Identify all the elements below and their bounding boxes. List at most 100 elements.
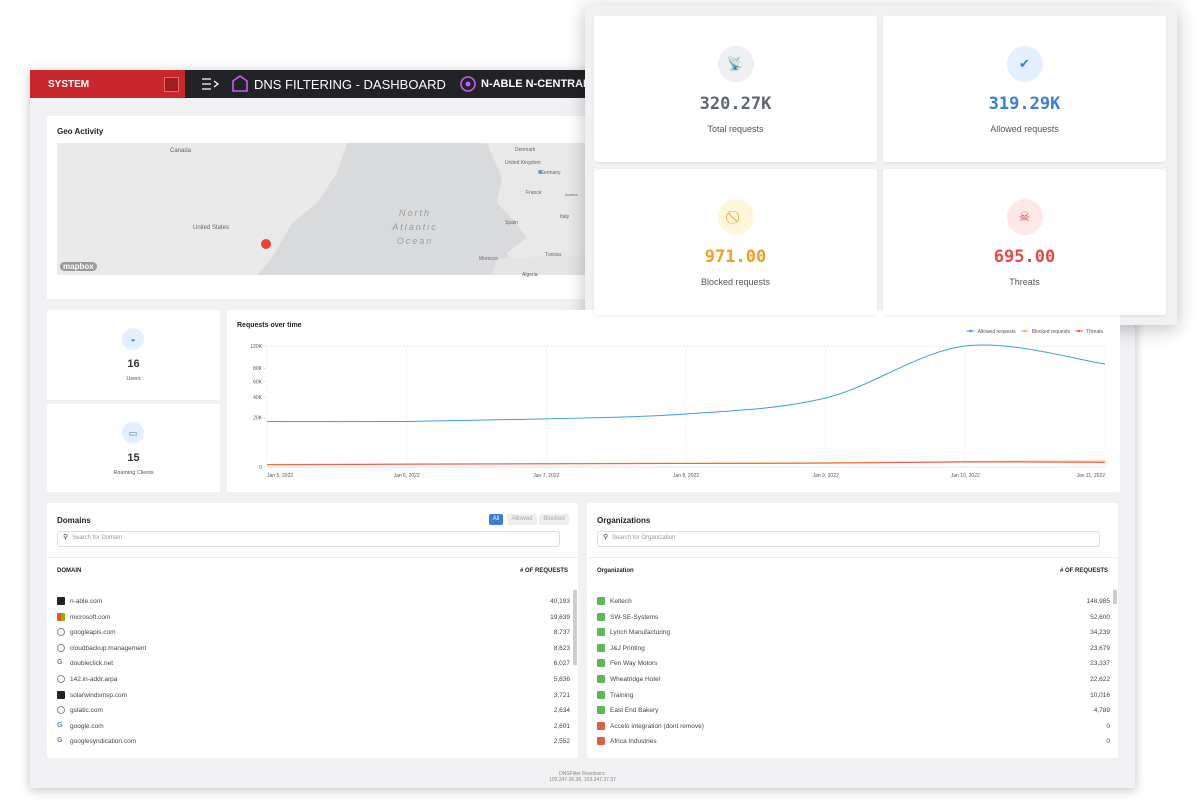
row-name[interactable]: Accelo integration (dont remove) (610, 722, 704, 730)
row-name[interactable]: googlesyndication.com (70, 738, 137, 746)
row-icon (597, 628, 605, 637)
system-label[interactable]: SYSTEM (48, 79, 90, 90)
stat-label: Blocked requests (700, 277, 771, 287)
map-label: Denmark (515, 147, 536, 153)
search-placeholder[interactable]: Search for Domain (72, 535, 123, 541)
row-icon: G (57, 721, 65, 730)
row-name[interactable]: doubleclick.net (70, 660, 113, 668)
row-count: 22,622 (1090, 676, 1110, 683)
search-box[interactable] (597, 531, 1100, 547)
system-menu[interactable] (30, 70, 185, 98)
row-name[interactable]: Fen Way Motors (610, 660, 658, 668)
stat-card: ☠ 695.00 Threats (883, 169, 1166, 315)
row-icon (57, 643, 65, 652)
footer: DNSFilter Resolvers: 103.247.36.36, 103.… (0, 771, 1165, 783)
row-name[interactable]: SW-SE-Systems (610, 613, 659, 621)
map-label: United States (193, 225, 230, 231)
stat-label: Allowed requests (990, 124, 1059, 134)
row-name[interactable]: cloudbackup.management (70, 644, 147, 652)
row-name[interactable]: Wheatridge Hotel (610, 676, 661, 683)
column-header: # OF REQUESTS (1059, 568, 1108, 574)
row-count: 40,193 (550, 598, 570, 605)
row-name[interactable]: solarwindsmsp.com (70, 691, 128, 699)
product-name[interactable]: N-ABLE N-CENTRAL (481, 78, 590, 90)
stat-value: 320.27K (699, 94, 772, 114)
row-icon (597, 721, 605, 730)
menu-toggle[interactable] (200, 76, 222, 92)
search-icon: ⚲ (603, 534, 609, 541)
row-name[interactable]: Keltech (610, 598, 632, 605)
row-count: 6,027 (553, 660, 570, 668)
scrollbar (573, 590, 577, 665)
stat-icon: 📡 (717, 46, 754, 82)
row-name[interactable]: google.com (70, 722, 104, 730)
map-label: France (526, 190, 542, 196)
organizations-title: Organizations (597, 516, 651, 525)
client-icon: ▭ (122, 422, 144, 444)
row-count: 34,239 (1090, 629, 1110, 637)
filter-button[interactable]: Allowed (507, 514, 537, 525)
domains-title: Domains (57, 516, 91, 525)
row-name[interactable]: Lynch Manufacturing (610, 629, 671, 637)
row-name[interactable]: J&J Printing (610, 644, 645, 652)
map-label: Algeria (522, 272, 538, 278)
row-count: 10,016 (1090, 691, 1110, 699)
row-name[interactable]: 142.in-addr.arpa (70, 676, 118, 683)
stat-icon: ☠ (1006, 199, 1043, 235)
roaming-card (47, 404, 220, 492)
client-label: Roaming Clients (113, 470, 154, 476)
search-box[interactable] (57, 531, 560, 547)
chart-panel (227, 310, 1120, 492)
stat-label: Total requests (707, 124, 764, 134)
row-name[interactable]: gstatic.com (70, 707, 103, 715)
row-count: 2,634 (553, 707, 570, 715)
filter-button[interactable]: Blocked (539, 514, 569, 525)
users-card (47, 310, 220, 400)
map-label: Spain (505, 220, 518, 226)
row-icon (597, 690, 605, 699)
row-name[interactable]: microsoft.com (70, 613, 111, 621)
client-label: Users (126, 376, 141, 382)
stat-icon: ✔ (1006, 46, 1043, 82)
map-label: Tunisia (545, 252, 561, 258)
row-icon (597, 643, 605, 652)
organizations-panel (587, 503, 1118, 758)
search-placeholder[interactable]: Search for Organization (612, 535, 676, 541)
row-count: 8,623 (553, 644, 570, 652)
footer-addresses: 103.247.36.36, 103.247.37.37 (549, 777, 616, 783)
row-count: 5,836 (553, 676, 570, 683)
row-count: 0 (1106, 738, 1110, 746)
system-dropdown[interactable] (164, 77, 179, 92)
row-count: 23,337 (1090, 660, 1110, 668)
row-icon (597, 612, 605, 621)
filter-button[interactable]: All (489, 514, 503, 525)
row-count: 23,679 (1090, 644, 1110, 652)
client-icon: ◒ (122, 328, 144, 350)
map-attribution: mapbox (60, 262, 97, 271)
map-label: Italy (560, 214, 570, 220)
domains-panel (47, 503, 578, 758)
product-icon (460, 76, 476, 92)
stat-value: 971.00 (704, 247, 767, 267)
map-label: United Kingdom (505, 160, 541, 166)
row-name[interactable]: Africa Industries (610, 738, 657, 746)
row-icon (597, 737, 605, 746)
map-label: Austria (565, 192, 578, 197)
dns-icon (232, 75, 248, 92)
row-icon (597, 706, 605, 715)
row-name[interactable]: Training (610, 691, 634, 699)
activity-point[interactable] (261, 239, 271, 249)
row-name[interactable]: n-able.com (70, 598, 103, 605)
row-name[interactable]: googleapis.com (70, 629, 116, 637)
activity-point[interactable] (538, 170, 542, 174)
row-icon: G (57, 737, 65, 746)
row-count: 2,552 (553, 738, 570, 746)
column-header: Organization (597, 568, 634, 574)
row-count: 3,721 (553, 691, 570, 699)
stat-card: ✔ 319.29K Allowed requests (883, 16, 1166, 162)
client-value: 15 (127, 452, 140, 464)
map[interactable] (57, 143, 587, 275)
stat-card: 📡 320.27K Total requests (594, 16, 877, 162)
row-name[interactable]: East End Bakery (610, 707, 659, 715)
